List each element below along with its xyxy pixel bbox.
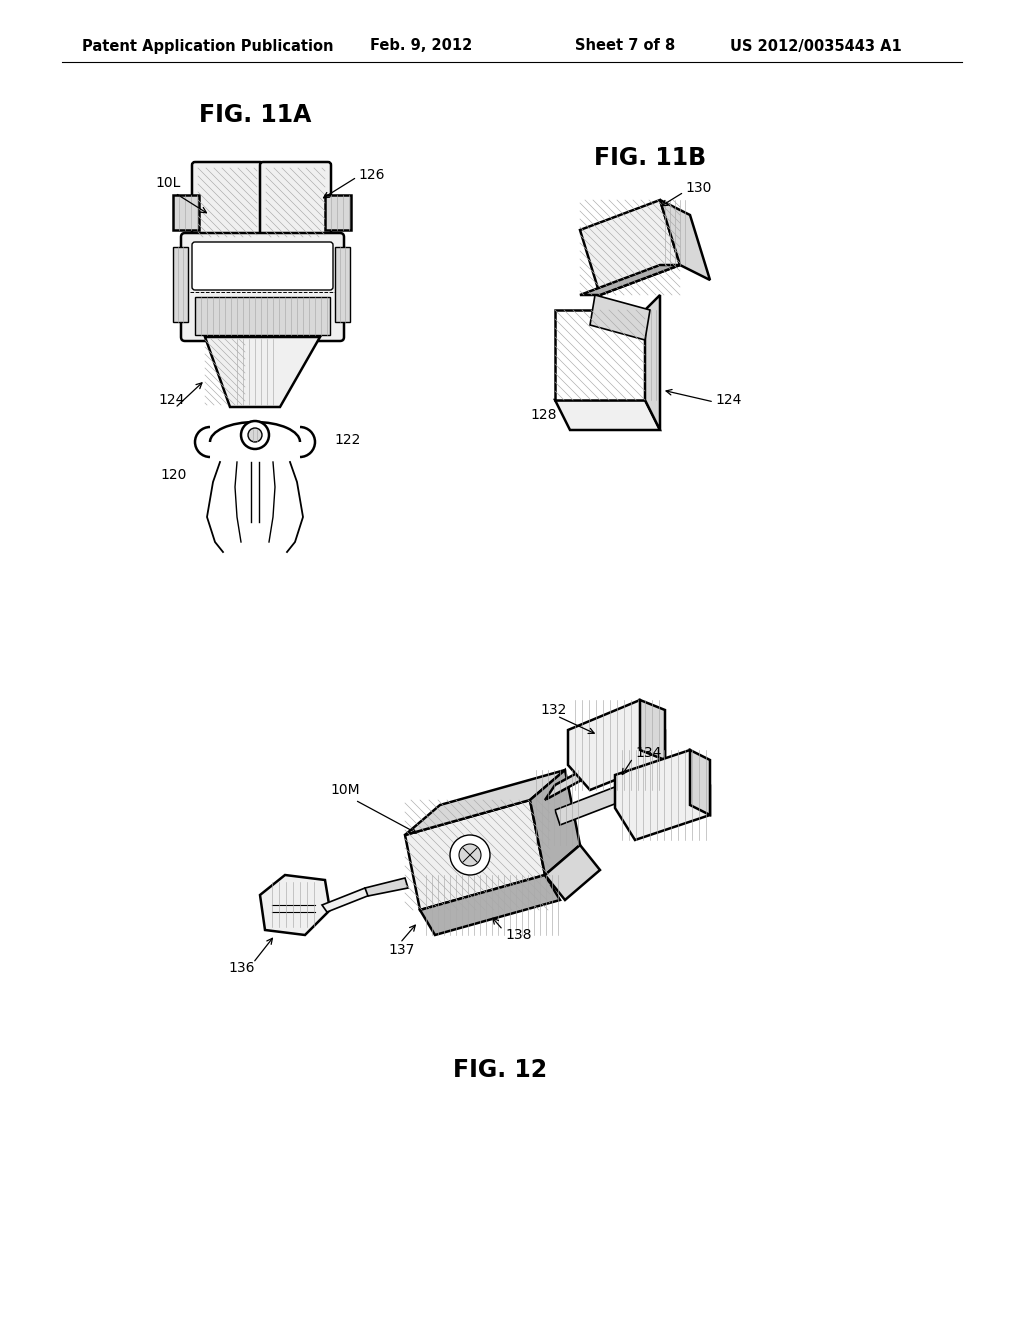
Polygon shape [530, 770, 580, 875]
Text: FIG. 12: FIG. 12 [453, 1059, 547, 1082]
Text: 124: 124 [158, 393, 184, 407]
Text: FIG. 11A: FIG. 11A [199, 103, 311, 127]
Polygon shape [690, 750, 710, 814]
Text: 136: 136 [228, 961, 255, 975]
Polygon shape [205, 337, 319, 407]
FancyBboxPatch shape [193, 162, 263, 243]
Text: US 2012/0035443 A1: US 2012/0035443 A1 [730, 38, 902, 54]
Polygon shape [545, 755, 610, 800]
FancyBboxPatch shape [193, 242, 333, 290]
Circle shape [248, 428, 262, 442]
Polygon shape [406, 770, 565, 836]
Circle shape [241, 421, 269, 449]
Polygon shape [555, 400, 660, 430]
Bar [173, 247, 188, 322]
Polygon shape [590, 294, 650, 341]
Polygon shape [568, 700, 665, 789]
Polygon shape [420, 875, 560, 935]
Bar [335, 247, 350, 322]
Circle shape [459, 843, 481, 866]
Polygon shape [555, 310, 645, 400]
Text: FIG. 11B: FIG. 11B [594, 147, 707, 170]
FancyBboxPatch shape [260, 162, 331, 243]
FancyBboxPatch shape [181, 234, 344, 341]
Text: 122: 122 [334, 433, 360, 447]
Text: 10M: 10M [330, 783, 359, 797]
Text: 124: 124 [715, 393, 741, 407]
Bar [325, 195, 351, 230]
Polygon shape [260, 875, 330, 935]
Polygon shape [555, 785, 625, 825]
Text: 120: 120 [160, 469, 186, 482]
Text: 138: 138 [505, 928, 531, 942]
Polygon shape [580, 265, 680, 294]
Bar [173, 195, 199, 230]
Polygon shape [615, 750, 710, 840]
Polygon shape [640, 700, 665, 760]
Polygon shape [545, 845, 600, 900]
Polygon shape [660, 201, 710, 280]
Text: 10L: 10L [155, 176, 180, 190]
Text: Patent Application Publication: Patent Application Publication [82, 38, 334, 54]
Polygon shape [645, 294, 660, 430]
Text: 126: 126 [358, 168, 384, 182]
Text: 130: 130 [685, 181, 712, 195]
Polygon shape [365, 878, 408, 896]
Text: Feb. 9, 2012: Feb. 9, 2012 [370, 38, 472, 54]
Text: 137: 137 [388, 942, 415, 957]
Text: 134: 134 [635, 746, 662, 760]
Circle shape [450, 836, 490, 875]
Polygon shape [322, 888, 370, 912]
Bar [195, 297, 330, 335]
Polygon shape [580, 201, 680, 294]
Text: 132: 132 [540, 704, 566, 717]
Polygon shape [406, 800, 545, 909]
Text: Sheet 7 of 8: Sheet 7 of 8 [575, 38, 675, 54]
Text: 128: 128 [530, 408, 556, 422]
